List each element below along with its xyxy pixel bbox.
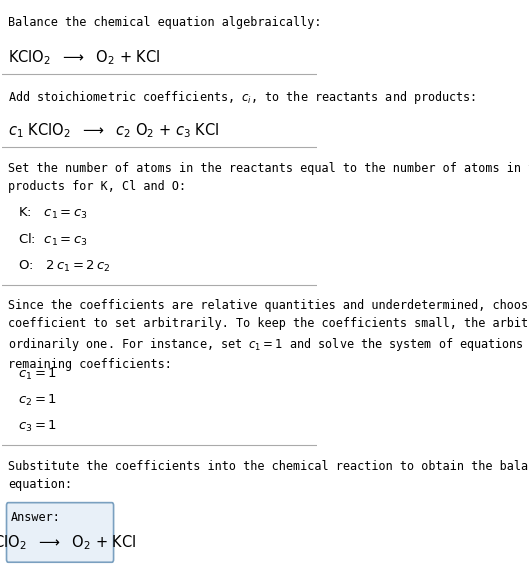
Text: $c_3 = 1$: $c_3 = 1$ bbox=[17, 419, 57, 434]
Text: O:   $2\,c_1 = 2\,c_2$: O: $2\,c_1 = 2\,c_2$ bbox=[17, 258, 110, 274]
FancyBboxPatch shape bbox=[6, 502, 114, 562]
Text: $c_1 = 1$: $c_1 = 1$ bbox=[17, 366, 57, 382]
Text: Answer:: Answer: bbox=[11, 511, 61, 524]
Text: KClO$_2$  $\longrightarrow$  O$_2$ + KCl: KClO$_2$ $\longrightarrow$ O$_2$ + KCl bbox=[8, 48, 161, 67]
Text: K:   $c_1 = c_3$: K: $c_1 = c_3$ bbox=[17, 206, 87, 221]
Text: Add stoichiometric coefficients, $c_i$, to the reactants and products:: Add stoichiometric coefficients, $c_i$, … bbox=[8, 89, 476, 106]
Text: Cl:  $c_1 = c_3$: Cl: $c_1 = c_3$ bbox=[17, 232, 88, 248]
Text: Since the coefficients are relative quantities and underdetermined, choose a
coe: Since the coefficients are relative quan… bbox=[8, 299, 529, 372]
Text: $c_2 = 1$: $c_2 = 1$ bbox=[17, 393, 57, 408]
Text: Set the number of atoms in the reactants equal to the number of atoms in the
pro: Set the number of atoms in the reactants… bbox=[8, 162, 529, 193]
Text: Balance the chemical equation algebraically:: Balance the chemical equation algebraica… bbox=[8, 16, 322, 29]
Text: KClO$_2$  $\longrightarrow$  O$_2$ + KCl: KClO$_2$ $\longrightarrow$ O$_2$ + KCl bbox=[0, 534, 136, 552]
Text: $c_1$ KClO$_2$  $\longrightarrow$  $c_2$ O$_2$ + $c_3$ KCl: $c_1$ KClO$_2$ $\longrightarrow$ $c_2$ O… bbox=[8, 121, 220, 140]
Text: Substitute the coefficients into the chemical reaction to obtain the balanced
eq: Substitute the coefficients into the che… bbox=[8, 460, 529, 491]
